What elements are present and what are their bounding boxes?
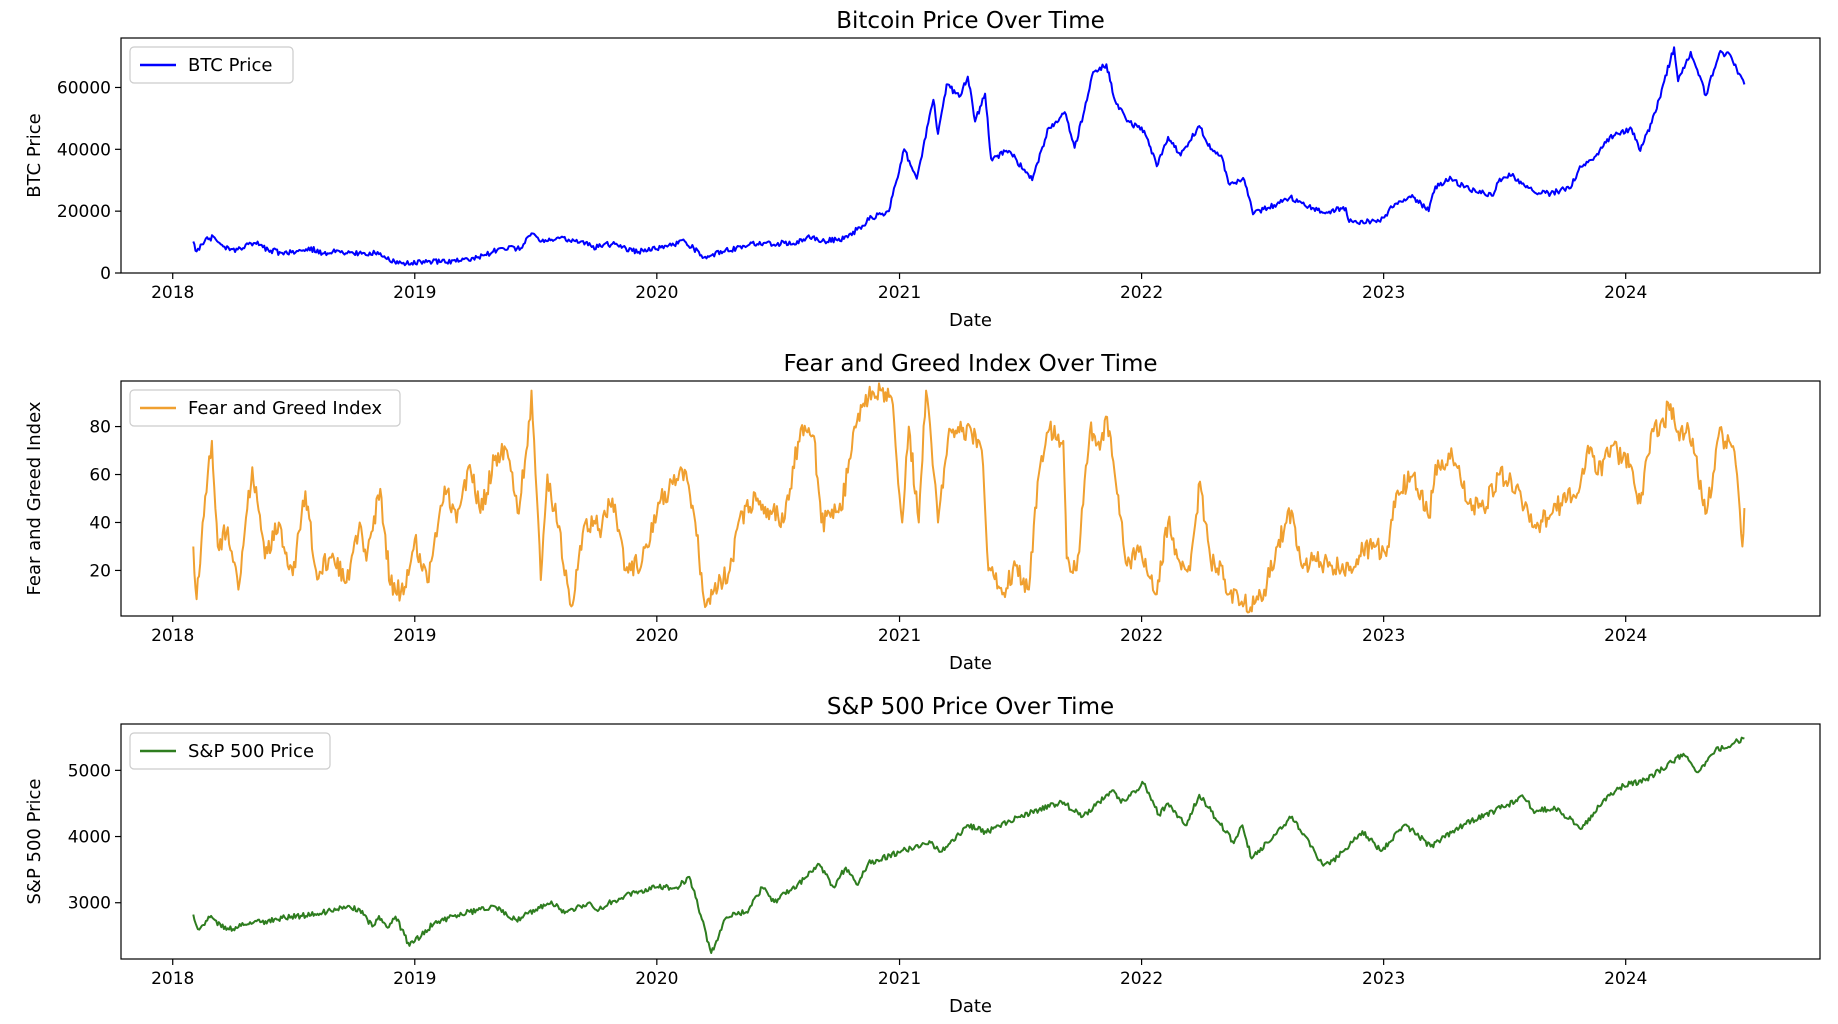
legend: Fear and Greed Index xyxy=(129,389,401,427)
x-tick-label: 2020 xyxy=(635,969,678,989)
y-tick-label: 20 xyxy=(89,561,111,581)
y-tick-label: 40000 xyxy=(57,140,111,160)
legend-box xyxy=(129,732,331,770)
y-axis-label: Fear and Greed Index xyxy=(24,401,45,595)
series-line-fear-and-greed-index xyxy=(192,382,1746,614)
x-tick-label: 2023 xyxy=(1362,283,1405,303)
y-tick-label: 4000 xyxy=(68,828,111,848)
chart-title: Bitcoin Price Over Time xyxy=(836,8,1105,34)
x-tick-label: 2021 xyxy=(878,626,921,646)
x-tick-label: 2021 xyxy=(878,283,921,303)
plot-frame xyxy=(120,380,1821,617)
legend-box xyxy=(129,46,294,84)
x-tick-label: 2021 xyxy=(878,969,921,989)
x-tick-label: 2020 xyxy=(635,626,678,646)
x-tick-label: 2019 xyxy=(393,283,436,303)
legend-label: BTC Price xyxy=(188,55,273,76)
x-tick-label: 2024 xyxy=(1604,283,1647,303)
x-tick-label: 2018 xyxy=(151,626,194,646)
x-tick-label: 2024 xyxy=(1604,626,1647,646)
x-tick-label: 2019 xyxy=(393,626,436,646)
chart-panel-3: S&P 500 Price Over Time 2018 2019 2020 2021 2… xyxy=(24,694,1821,1017)
x-tick-label: 2018 xyxy=(151,969,194,989)
x-axis-label: Date xyxy=(949,996,992,1017)
y-tick-label: 60 xyxy=(89,466,111,486)
x-tick-label: 2022 xyxy=(1120,283,1163,303)
y-tick-label: 0 xyxy=(100,264,111,284)
legend-label: Fear and Greed Index xyxy=(188,398,382,419)
x-tick-label: 2018 xyxy=(151,283,194,303)
y-axis-label: BTC Price xyxy=(24,113,45,198)
series-line-btc-price xyxy=(192,46,1746,267)
chart-title: Fear and Greed Index Over Time xyxy=(783,351,1157,377)
y-tick-label: 20000 xyxy=(57,202,111,222)
legend-box xyxy=(129,389,401,427)
x-tick-label: 2024 xyxy=(1604,969,1647,989)
x-tick-label: 2023 xyxy=(1362,969,1405,989)
x-axis-label: Date xyxy=(949,653,992,674)
x-tick-label: 2022 xyxy=(1120,626,1163,646)
plot-frame xyxy=(120,723,1821,960)
y-tick-label: 40 xyxy=(89,513,111,533)
chart-panel-1: Bitcoin Price Over Time 2018 2019 2020 2021 2… xyxy=(24,8,1821,331)
legend-label: S&P 500 Price xyxy=(188,741,314,762)
chart-panel-2: Fear and Greed Index Over Time 2018 2019 20… xyxy=(24,351,1821,674)
x-tick-label: 2020 xyxy=(635,283,678,303)
x-tick-label: 2023 xyxy=(1362,626,1405,646)
x-tick-label: 2022 xyxy=(1120,969,1163,989)
chart-title: S&P 500 Price Over Time xyxy=(827,694,1114,720)
y-tick-label: 60000 xyxy=(57,78,111,98)
y-tick-label: 3000 xyxy=(68,894,111,914)
series-line-s-p-500-price xyxy=(192,736,1745,954)
y-tick-label: 5000 xyxy=(68,761,111,781)
legend: BTC Price xyxy=(129,46,294,84)
plot-frame xyxy=(120,37,1821,274)
legend: S&P 500 Price xyxy=(129,732,331,770)
y-tick-label: 80 xyxy=(89,418,111,438)
y-axis-label: S&P 500 Price xyxy=(24,778,45,904)
x-axis-label: Date xyxy=(949,310,992,331)
x-tick-label: 2019 xyxy=(393,969,436,989)
